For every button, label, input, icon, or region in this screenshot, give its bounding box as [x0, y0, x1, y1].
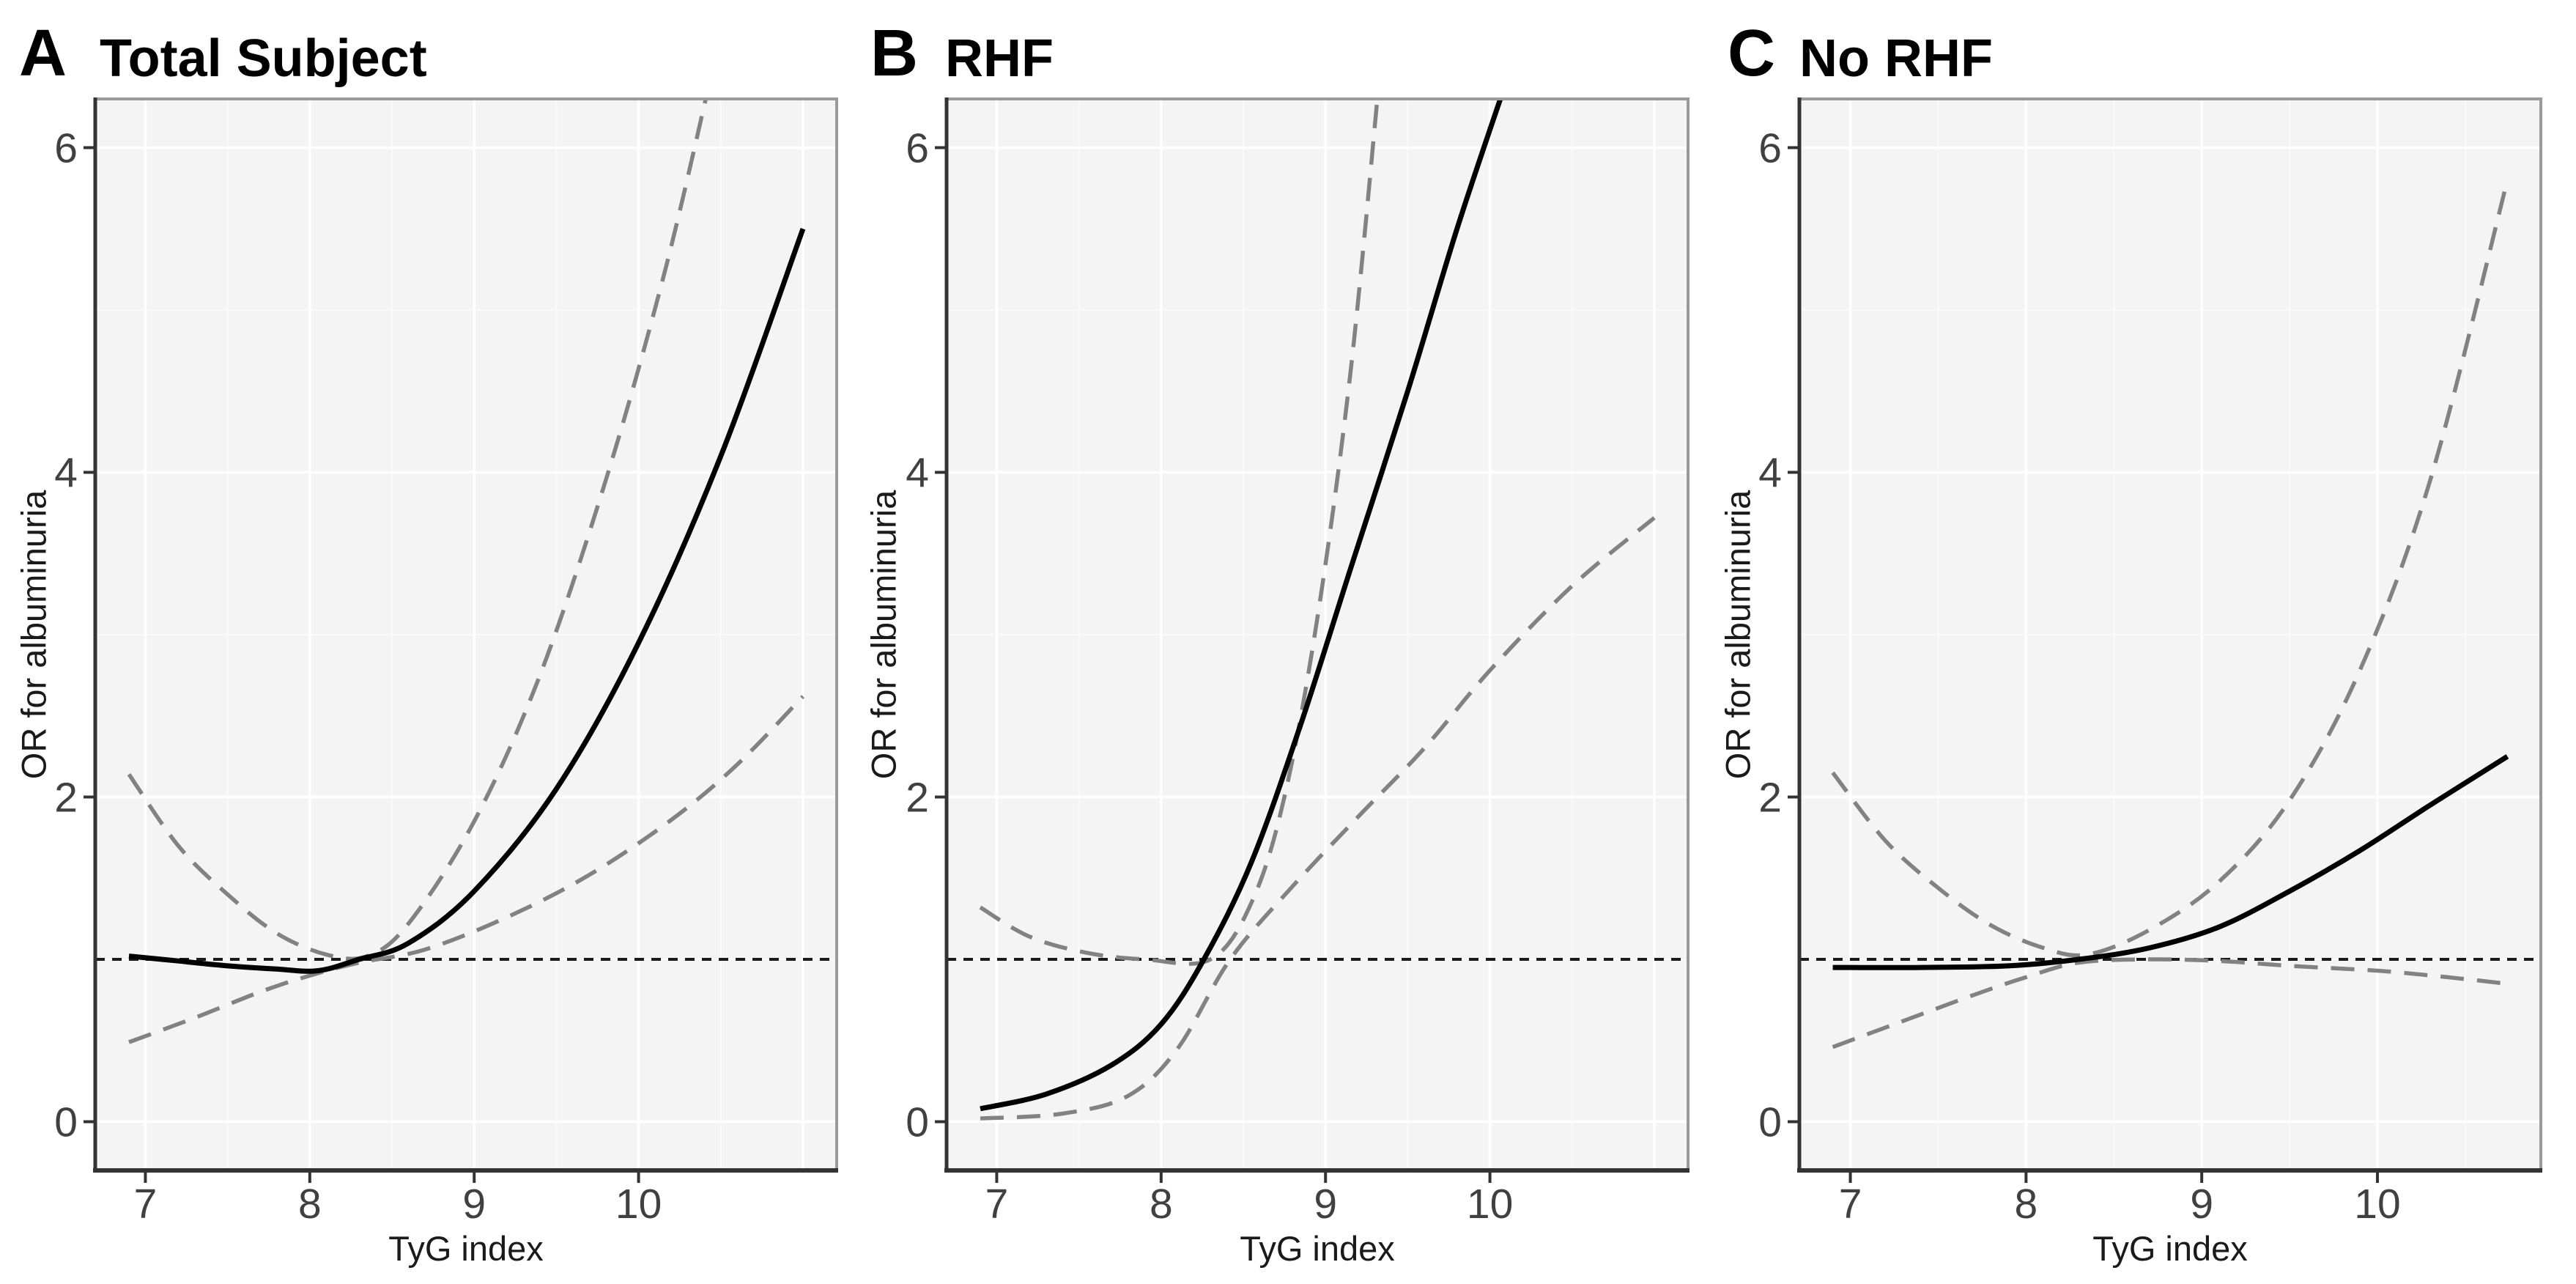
y-tick-label: 4: [1758, 449, 1782, 496]
x-tick-label: 10: [615, 1181, 662, 1228]
y-tick-label: 0: [54, 1099, 78, 1146]
upper-95ci-curve: [1831, 180, 2510, 958]
y-tick-label: 2: [906, 775, 929, 822]
x-tick-label: 8: [2015, 1181, 2038, 1228]
odds-ratio-curve: [980, 99, 1503, 1112]
x-tick-label: 8: [1150, 1181, 1173, 1228]
x-tick-label: 10: [1467, 1181, 1513, 1228]
panel-total-subject: A Total Subject OR for albuminuria TyG i…: [0, 0, 859, 1284]
x-tick-label: 9: [1314, 1181, 1337, 1228]
plot-canvas: 7 8 9 10 0 2 4 6: [906, 97, 1689, 1228]
x-tick-label: 7: [1839, 1181, 1862, 1228]
upper-95ci-curve: [127, 99, 708, 962]
panel-letter: B: [870, 17, 918, 90]
panel-rhf: B RHF OR for albuminuria TyG index 7 8 9 10…: [859, 0, 1717, 1284]
lower-95ci-curve: [128, 695, 804, 1044]
plot-canvas: 7 8 9 10 0 2 4 6: [1758, 97, 2542, 1228]
y-tick-label: 6: [906, 125, 929, 171]
panel-title: No RHF: [1799, 29, 1993, 88]
y-tick-label: 2: [54, 775, 78, 822]
x-axis-label: TyG index: [1240, 1229, 1395, 1268]
upper-95ci-curve: [979, 99, 1380, 966]
x-tick-label: 7: [134, 1181, 158, 1228]
y-tick-label: 2: [1758, 775, 1782, 822]
x-tick-label: 9: [2190, 1181, 2213, 1228]
odds-ratio-curve: [1832, 754, 2509, 970]
y-tick-label: 4: [906, 449, 929, 496]
panel-title: Total Subject: [100, 29, 427, 88]
y-tick-label: 0: [1758, 1099, 1782, 1146]
x-tick-label: 8: [298, 1181, 322, 1228]
y-tick-label: 4: [54, 449, 78, 496]
plot-canvas: 7 8 9 10 0 2 4 6: [54, 97, 838, 1228]
panel-letter: C: [1728, 17, 1775, 90]
x-axis-label: TyG index: [388, 1229, 544, 1268]
y-tick-label: 6: [1758, 125, 1782, 171]
x-tick-label: 9: [462, 1181, 486, 1228]
y-tick-label: 0: [906, 1099, 929, 1146]
x-axis-label: TyG index: [2092, 1229, 2248, 1268]
x-tick-label: 10: [2354, 1181, 2400, 1228]
odds-ratio-curve: [128, 228, 806, 974]
lower-95ci-curve: [1832, 957, 2508, 1049]
x-tick-label: 7: [985, 1181, 1009, 1228]
y-tick-label: 6: [54, 125, 78, 171]
panel-letter: A: [19, 17, 67, 90]
panel-title: RHF: [945, 29, 1054, 88]
